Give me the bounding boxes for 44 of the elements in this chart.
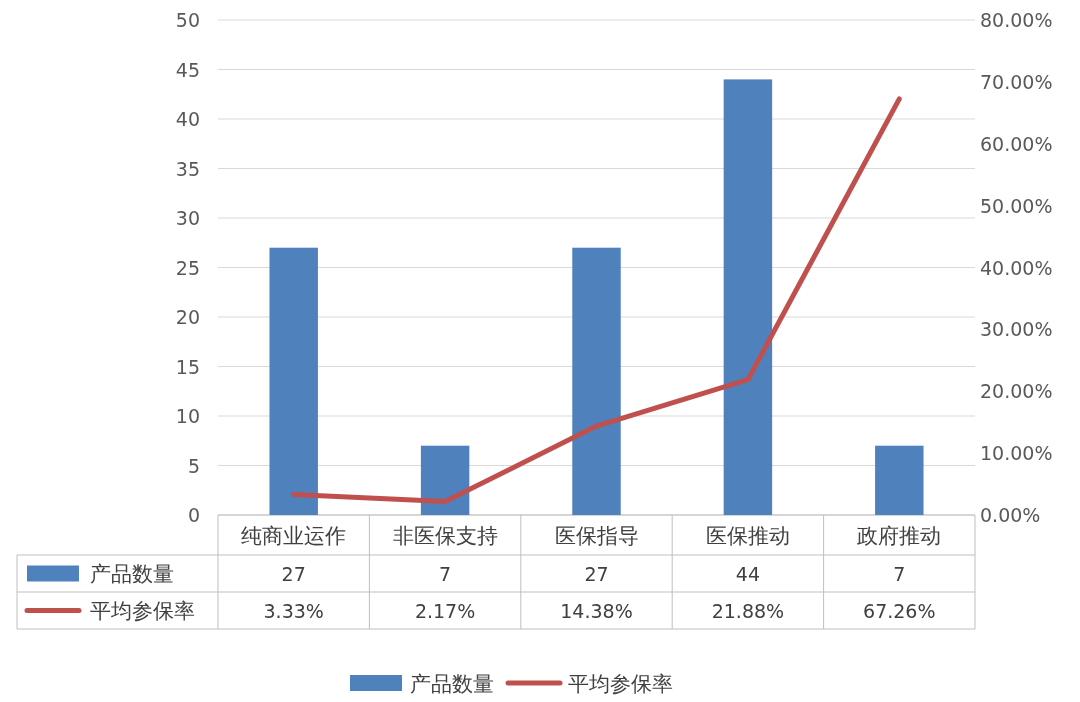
data-label: 27 <box>281 562 306 585</box>
y-tick-label: 45 <box>175 58 200 81</box>
y-tick-label: 25 <box>175 256 200 279</box>
y-tick-label: 35 <box>175 157 200 180</box>
x-tick-label: 医保推动 <box>705 524 790 548</box>
y2-tick-label: 60.00% <box>980 132 1053 155</box>
data-label: 3.33% <box>263 599 324 622</box>
y-tick-label: 0 <box>187 504 200 526</box>
bar <box>875 445 924 515</box>
y2-tick-label: 0.00% <box>980 504 1041 526</box>
data-label: 27 <box>584 562 609 585</box>
y-tick-label: 30 <box>175 207 200 229</box>
y-tick-label: 40 <box>175 108 200 130</box>
data-label: 67.26% <box>863 599 936 622</box>
x-tick-label: 政府推动 <box>857 524 942 548</box>
y2-tick-label: 10.00% <box>980 442 1053 465</box>
y2-tick-label: 70.00% <box>980 70 1053 93</box>
bar <box>723 79 773 515</box>
data-label: 21.88% <box>711 599 785 622</box>
legend-label: 平均参保率 <box>90 598 195 623</box>
bar <box>420 445 470 515</box>
y2-tick-label: 20.00% <box>980 380 1053 403</box>
data-label: 7 <box>439 562 452 585</box>
y2-tick-label: 40.00% <box>980 256 1053 279</box>
x-tick-label: 纯商业运作 <box>241 524 347 548</box>
y-tick-label: 15 <box>175 355 200 378</box>
y-tick-label: 20 <box>175 306 200 328</box>
data-label: 14.38% <box>560 599 633 622</box>
y2-tick-label: 50.00% <box>980 194 1053 217</box>
y-tick-label: 10 <box>175 405 200 427</box>
data-label: 7 <box>893 562 906 585</box>
data-label: 2.17% <box>414 599 476 622</box>
data-label: 44 <box>735 562 760 585</box>
x-tick-label: 医保指导 <box>554 524 639 548</box>
bar <box>269 247 318 515</box>
y-tick-label: 5 <box>187 454 200 477</box>
text: 产品数量 <box>410 672 494 696</box>
legend-label: 产品数量 <box>90 561 174 586</box>
x-tick-label: 非医保支持 <box>392 524 498 548</box>
text: 平均参保率 <box>568 672 673 696</box>
bar <box>572 247 621 515</box>
y2-tick-label: 30.00% <box>980 318 1053 341</box>
y2-tick-label: 80.00% <box>980 9 1053 31</box>
y-tick-label: 50 <box>175 9 200 31</box>
